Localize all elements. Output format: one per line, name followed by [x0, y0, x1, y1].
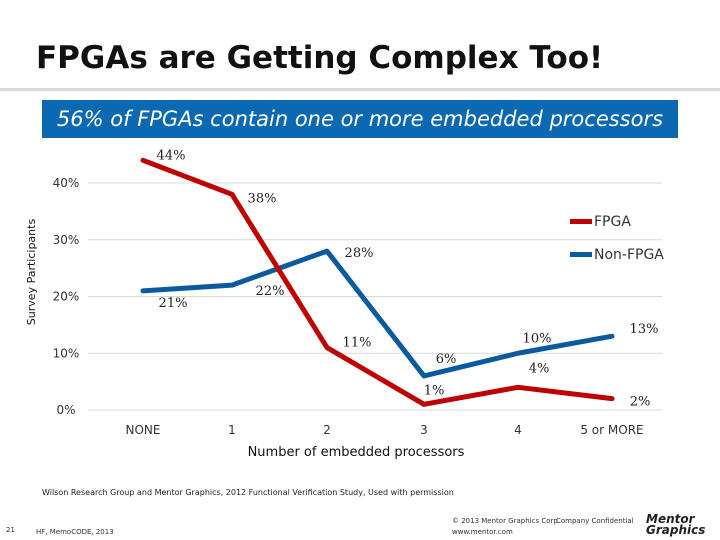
data-label: 44% [157, 148, 186, 163]
title-divider [0, 88, 720, 91]
data-label: 28% [345, 246, 374, 261]
x-tick-label: NONE [126, 423, 161, 437]
gridlines [88, 182, 662, 411]
data-label: 11% [343, 336, 372, 351]
data-label: 6% [436, 352, 457, 367]
data-label: 2% [630, 395, 651, 410]
data-label: 4% [529, 361, 550, 376]
slide-title: FPGAs are Getting Complex Too! [36, 40, 604, 76]
series-lines [140, 157, 615, 407]
x-tick-label: 1 [228, 423, 236, 437]
y-axis-title: Survey Participants [25, 219, 38, 326]
y-tick-label: 40% [53, 176, 80, 190]
x-tick-label: 4 [514, 423, 522, 437]
series-line-non-fpga [140, 248, 615, 379]
legend: FPGA Non-FPGA [570, 214, 664, 263]
y-tick-label: 30% [53, 233, 80, 247]
data-label: 13% [630, 322, 659, 337]
data-label: 21% [159, 296, 188, 311]
headline-banner: 56% of FPGAs contain one or more embedde… [42, 100, 678, 138]
data-label: 38% [248, 191, 277, 206]
y-tick-label: 20% [53, 290, 80, 304]
logo-line-1: Mentor [646, 512, 695, 526]
line-chart: 0% 10% 20% 30% 40% NONE 1 2 3 4 5 or MORE 44% 38% 1… [25, 148, 664, 460]
confidential-note: Company Confidential [556, 517, 634, 525]
legend-label-fpga: FPGA [594, 214, 631, 230]
x-tick-labels: NONE 1 2 3 4 5 or MORE [126, 423, 644, 437]
logo-line-2: Graphics [646, 523, 706, 537]
x-axis-title: Number of embedded processors [248, 445, 465, 460]
y-tick-label: 10% [53, 346, 80, 360]
y-tick-labels: 0% 10% 20% 30% 40% [53, 176, 80, 417]
y-tick-label: 0% [56, 403, 75, 417]
x-tick-label: 3 [420, 423, 428, 437]
x-tick-label: 5 or MORE [580, 423, 643, 437]
doc-id: HF, MemoCODE, 2013 [36, 528, 114, 536]
source-note: Wilson Research Group and Mentor Graphic… [42, 488, 454, 497]
website: www.mentor.com [452, 528, 513, 536]
x-tick-label: 2 [323, 423, 331, 437]
data-label: 22% [256, 284, 285, 299]
page-number: 21 [6, 526, 15, 534]
legend-swatch-non-fpga [570, 252, 592, 257]
mentor-graphics-logo: Mentor Graphics [646, 512, 708, 537]
copyright: © 2013 Mentor Graphics Corp. [452, 517, 561, 525]
data-label: 10% [523, 331, 552, 346]
series-line-fpga [140, 157, 615, 407]
legend-label-non-fpga: Non-FPGA [594, 247, 664, 263]
data-labels: 44% 38% 11% 1% 4% 2% 21% 22% 28% 6% 10% 13% [157, 148, 659, 409]
legend-swatch-fpga [570, 219, 592, 224]
data-label: 1% [424, 383, 445, 398]
